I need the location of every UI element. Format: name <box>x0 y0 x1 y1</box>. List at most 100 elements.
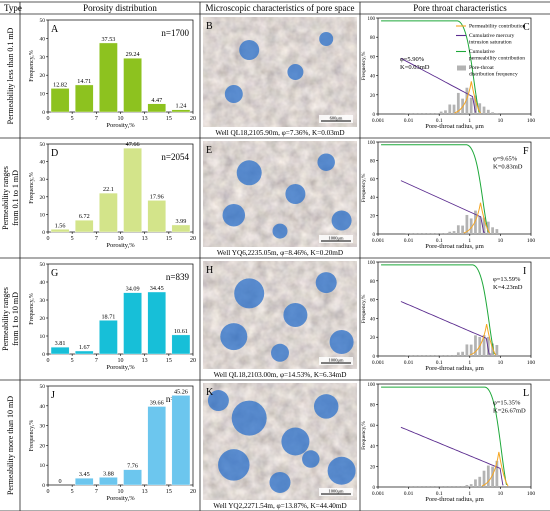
y-tick-label: 0 <box>42 352 45 358</box>
y-tick-label: 0 <box>42 483 45 489</box>
distribution-bar <box>405 113 409 114</box>
x-tick-label: 0.1 <box>436 360 443 366</box>
legend-label: Cumulative mercury <box>469 33 515 39</box>
pore-space-blue <box>331 210 352 231</box>
distribution-bar <box>456 225 460 234</box>
y-tick-label: 40 <box>370 317 376 322</box>
y-tick-label: 40 <box>40 404 46 410</box>
y-tick-label: 30 <box>40 298 46 304</box>
distribution-bar <box>431 113 434 114</box>
x-tick-label: 1 <box>468 491 471 497</box>
y-tick-label: 20 <box>40 73 46 79</box>
x-tick-label: 15 <box>166 236 172 242</box>
y-tick-label: 100 <box>368 141 376 146</box>
bar-value-label: 29.24 <box>126 51 140 58</box>
distribution-bar <box>426 485 430 487</box>
distribution-bar <box>435 113 439 114</box>
pore-space-blue <box>222 203 246 227</box>
distribution-bar <box>486 465 490 487</box>
x-tick-label: 100 <box>527 118 536 124</box>
cum-permeability-curve <box>381 386 508 486</box>
histogram-ylabel-group: Frequency,% <box>29 420 35 451</box>
x-tick-label: 10 <box>118 358 124 364</box>
distribution-bar <box>418 485 422 487</box>
distribution-bar <box>414 355 417 356</box>
panel-letter: F <box>523 146 529 157</box>
histogram-ylabel-group: Frequency,% <box>29 172 35 203</box>
x-tick-label: 13 <box>142 489 148 495</box>
y-tick-label: 100 <box>368 261 376 266</box>
type-label-line: from 0.1 to 1 mD <box>11 170 20 226</box>
distribution-bar <box>491 466 494 487</box>
distribution-bar <box>474 479 477 487</box>
pore-space-blue <box>287 64 304 80</box>
mercury-curve <box>400 426 504 486</box>
histogram-bar <box>171 395 191 486</box>
x-tick-label: 15 <box>166 489 172 495</box>
distribution-bar <box>409 485 413 487</box>
pore-space-blue <box>315 272 337 294</box>
panel-letter: D <box>51 148 58 159</box>
distribution-bar <box>461 485 464 487</box>
bar-value-label: 3.99 <box>176 218 187 225</box>
x-tick-label: 5 <box>71 489 74 495</box>
legend-label: Permeability contribution <box>469 24 526 30</box>
pore-space-blue <box>285 184 306 204</box>
type-label-line: Permeability more than 10 mD <box>6 396 15 495</box>
type-label-line: from 1 to 10 mD <box>11 292 20 346</box>
sample-count: n=1700 <box>161 28 189 38</box>
panel-letter: J <box>51 390 55 401</box>
histogram-xlabel: Porosity,% <box>106 122 135 129</box>
distribution-bar <box>414 233 417 234</box>
row-3: Permeability ranges from 1 to 10 mD G n=839… <box>1 261 535 379</box>
y-tick-label: 20 <box>40 195 46 201</box>
distribution-bar <box>491 343 494 356</box>
distribution-bar <box>495 460 499 487</box>
distribution-bar <box>422 233 426 234</box>
bar-value-label: 47.66 <box>126 141 140 148</box>
distribution-bar <box>474 210 477 234</box>
x-tick-label: 100 <box>527 491 536 497</box>
scale-label: 1000μm <box>329 236 344 241</box>
type-label-line: Permeability ranges <box>1 287 10 351</box>
pore-xlabel: Pore-throat radius, μm <box>425 243 484 250</box>
pore-ylabel-group: Frequency,% <box>361 51 367 80</box>
distribution-bar <box>491 227 494 234</box>
x-tick-label: 10 <box>118 116 124 122</box>
y-tick-label: 40 <box>40 36 46 42</box>
micrograph: K 1000μm Well YQ2,2271.54m, φ=13.87%, K=44… <box>203 383 357 510</box>
distribution-bar <box>486 109 490 114</box>
histogram-bar <box>123 147 142 233</box>
x-tick-label: 20 <box>190 358 196 364</box>
pore-ylabel: Frequency,% <box>361 421 367 450</box>
x-tick-label: 0.01 <box>404 238 414 244</box>
cum-permeability-curve <box>381 264 495 355</box>
bar-value-label: 39.66 <box>150 399 164 406</box>
histogram-ylabel: Frequency,% <box>29 50 35 81</box>
pore-xlabel: Pore-throat radius, μm <box>425 496 484 503</box>
distribution-bar <box>452 104 456 114</box>
x-tick-label: 0 <box>47 358 50 364</box>
y-tick-label: 20 <box>370 465 376 470</box>
distribution-bar <box>435 485 439 487</box>
micrograph: B 600μm Well QL18,2105.90m, φ=7.36%, K=0.0… <box>203 17 357 137</box>
pore-space-blue <box>317 153 335 171</box>
histogram-bar <box>171 334 191 355</box>
distribution-bar <box>439 485 443 487</box>
distribution-bar <box>439 355 443 356</box>
mercury-curve <box>400 301 492 355</box>
header-porosity: Porosity distribution <box>83 3 157 13</box>
type-label: Permeability ranges from 0.1 to 1 mD <box>1 166 20 230</box>
x-tick-label: 0.001 <box>372 360 385 366</box>
x-tick-label: 100 <box>527 238 536 244</box>
histogram-bar <box>74 219 94 233</box>
y-tick-label: 80 <box>370 36 376 41</box>
micrograph-texture <box>203 17 357 127</box>
x-tick-label: 13 <box>142 358 148 364</box>
pore-ylabel-group: Frequency,% <box>361 294 367 323</box>
header-micro: Microscopic characteristics of pore spac… <box>206 3 355 13</box>
distribution-bar <box>422 113 426 114</box>
distribution-bar <box>491 112 494 114</box>
